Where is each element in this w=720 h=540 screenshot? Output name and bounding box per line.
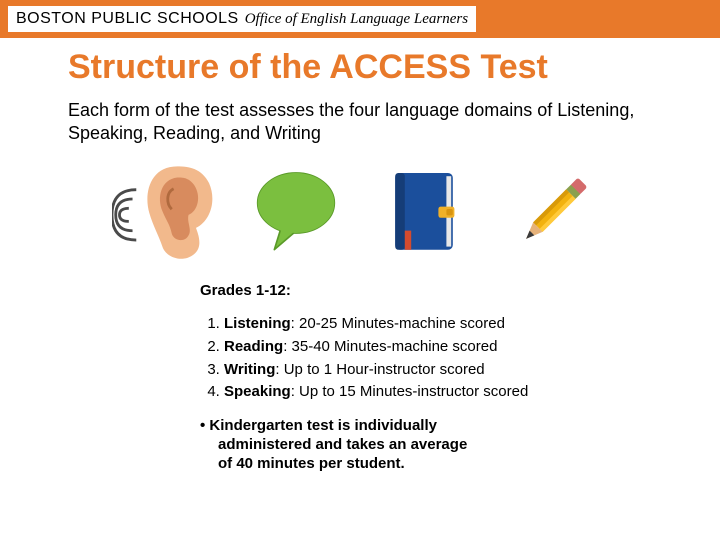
list-item: Reading: 35-40 Minutes-machine scored — [224, 336, 720, 358]
header-main-text: BOSTON PUBLIC SCHOOLS — [16, 10, 239, 28]
reading-icon — [365, 154, 483, 272]
list-item: Speaking: Up to 15 Minutes-instructor sc… — [224, 381, 720, 403]
domain-detail: : Up to 1 Hour-instructor scored — [275, 361, 484, 378]
domain-list: Listening: 20-25 Minutes-machine scored … — [200, 313, 720, 403]
domain-name: Listening — [224, 315, 291, 332]
domain-detail: : Up to 15 Minutes-instructor scored — [291, 383, 529, 400]
list-item: Writing: Up to 1 Hour-instructor scored — [224, 359, 720, 381]
kinder-line1: • Kindergarten test is individually — [200, 417, 437, 436]
listening-icon — [109, 154, 227, 272]
header-sub-text: Office of English Language Learners — [245, 11, 468, 28]
list-item: Listening: 20-25 Minutes-machine scored — [224, 313, 720, 335]
header-box: BOSTON PUBLIC SCHOOLS Office of English … — [8, 6, 476, 32]
header-bar: BOSTON PUBLIC SCHOOLS Office of English … — [0, 0, 720, 38]
domain-name: Speaking — [224, 383, 291, 400]
domain-name: Writing — [224, 361, 275, 378]
writing-icon — [493, 154, 611, 272]
grades-label: Grades 1-12: — [200, 282, 720, 299]
kindergarten-note: • Kindergarten test is individually admi… — [200, 417, 480, 473]
intro-paragraph: Each form of the test assesses the four … — [68, 99, 660, 144]
domain-icon-row — [0, 152, 720, 274]
kinder-rest: administered and takes an average of 40 … — [200, 436, 480, 474]
domain-detail: : 20-25 Minutes-machine scored — [291, 315, 505, 332]
domain-detail: : 35-40 Minutes-machine scored — [283, 338, 497, 355]
page-title: Structure of the ACCESS Test — [68, 48, 720, 87]
domain-name: Reading — [224, 338, 283, 355]
speaking-icon — [237, 154, 355, 272]
